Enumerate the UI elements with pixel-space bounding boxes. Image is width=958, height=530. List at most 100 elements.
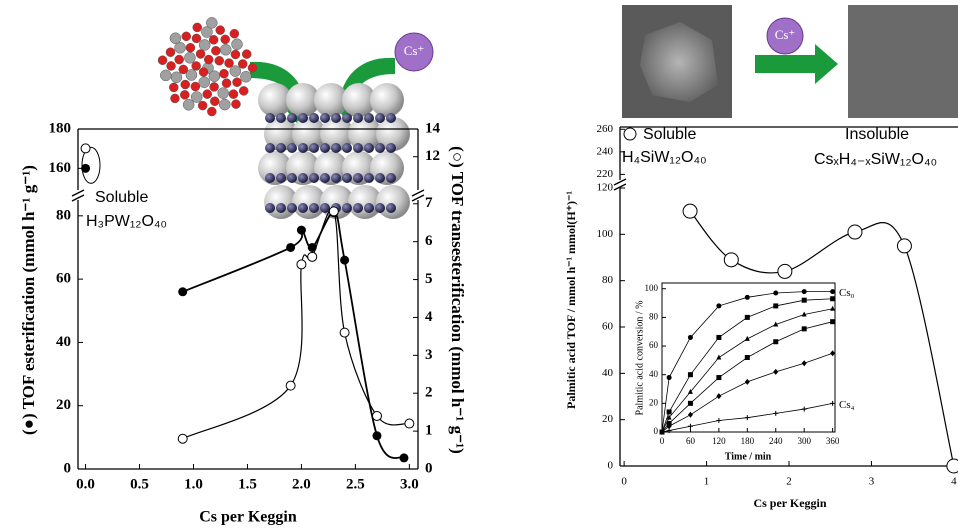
atom <box>192 22 203 33</box>
atom <box>209 82 219 92</box>
x-tick-label: 1.5 <box>238 476 257 492</box>
point <box>372 431 382 441</box>
series-label: Cs₀ <box>839 287 855 299</box>
point <box>339 327 350 338</box>
point <box>340 255 350 265</box>
x-tick-label: 2.0 <box>292 476 311 492</box>
annotation: Insoluble <box>845 126 909 143</box>
sphere <box>370 83 404 117</box>
y2-tick-label: 12 <box>425 148 440 164</box>
cation-ball <box>276 143 286 153</box>
illustrations: Cs⁺ Cs⁺ <box>157 5 958 219</box>
x-tick-label: 360 <box>826 436 840 446</box>
atom <box>170 71 183 84</box>
cs-ion-label: Cs⁺ <box>775 27 796 42</box>
point <box>666 423 672 430</box>
cation-ball <box>320 113 330 123</box>
point <box>666 428 672 434</box>
atom <box>160 69 172 82</box>
atom <box>201 26 213 38</box>
point <box>666 409 672 415</box>
point <box>716 303 722 309</box>
cation-ball <box>287 203 297 213</box>
y2-tick-label: 4 <box>425 309 433 325</box>
atom <box>229 28 240 39</box>
point <box>716 334 722 340</box>
point <box>801 406 807 412</box>
point <box>830 400 836 406</box>
point <box>847 224 863 240</box>
cation-ball <box>386 203 396 213</box>
cation-ball <box>298 113 308 123</box>
cation-ball <box>331 173 341 183</box>
point <box>773 410 779 416</box>
point <box>307 242 317 252</box>
y-tick-label: 220 <box>597 168 614 180</box>
atom <box>191 33 202 44</box>
sphere <box>376 117 410 151</box>
annotation: H₄SiW₁₂O₄₀ <box>622 149 707 166</box>
point <box>687 423 693 429</box>
axis-break <box>411 189 425 202</box>
point <box>830 319 836 325</box>
series-line <box>661 352 833 433</box>
x-tick-label: 4 <box>951 476 957 488</box>
point <box>687 334 693 340</box>
atom <box>197 100 208 111</box>
point <box>801 289 807 295</box>
x-tick-label: 2 <box>786 476 792 488</box>
arrow <box>755 44 838 84</box>
atom <box>190 91 203 103</box>
cation-ball <box>265 143 275 153</box>
cation-ball <box>386 113 396 123</box>
point <box>773 290 779 296</box>
atom <box>221 78 232 88</box>
atom <box>198 67 209 77</box>
y-tick-label: 260 <box>597 123 614 135</box>
sphere <box>376 185 410 219</box>
x-axis-title: Cs per Keggin <box>199 509 297 526</box>
x-tick-label: 3 <box>869 476 875 488</box>
y-axis-title: Palmitic acid conversion / % <box>634 301 645 416</box>
cation-ball <box>386 143 396 153</box>
cation-ball <box>298 173 308 183</box>
y-tick-label: 40 <box>602 367 614 379</box>
atom <box>229 65 242 77</box>
cation-ball <box>342 143 352 153</box>
point <box>801 326 807 332</box>
cs-ion <box>766 17 804 55</box>
annotation: H₃PW₁₂O₄₀ <box>86 213 167 230</box>
atom <box>202 89 213 99</box>
annotation: Soluble <box>643 126 696 143</box>
y2-tick-label: 1 <box>425 423 433 439</box>
y-tick-label: 60 <box>602 321 614 333</box>
cation-ball <box>265 173 275 183</box>
cation-ball <box>298 143 308 153</box>
cation-ball <box>320 173 330 183</box>
atom <box>191 61 201 71</box>
x-axis-title: Time / min <box>725 451 772 462</box>
y-tick-label: 40 <box>649 369 659 379</box>
atom <box>228 89 239 99</box>
point <box>801 360 807 367</box>
atom <box>198 39 211 51</box>
y-tick-label: 180 <box>49 120 72 136</box>
y2-tick-label: 2 <box>425 385 433 401</box>
point <box>687 388 693 394</box>
point <box>286 242 296 252</box>
y2-axis-title: (○) TOF transesterification (mmol h⁻¹ g⁻… <box>448 146 467 454</box>
point <box>687 411 693 418</box>
point <box>896 238 912 254</box>
atom <box>247 63 258 73</box>
cation-ball <box>298 203 308 213</box>
cation-ball <box>375 143 385 153</box>
cation-ball <box>353 113 363 123</box>
cation-ball <box>287 143 297 153</box>
point <box>716 375 722 381</box>
point <box>723 252 739 268</box>
atom <box>214 55 225 66</box>
series-line <box>661 402 833 433</box>
y-tick-label: 80 <box>602 274 614 286</box>
cation-ball <box>320 203 330 213</box>
atom <box>174 54 184 65</box>
